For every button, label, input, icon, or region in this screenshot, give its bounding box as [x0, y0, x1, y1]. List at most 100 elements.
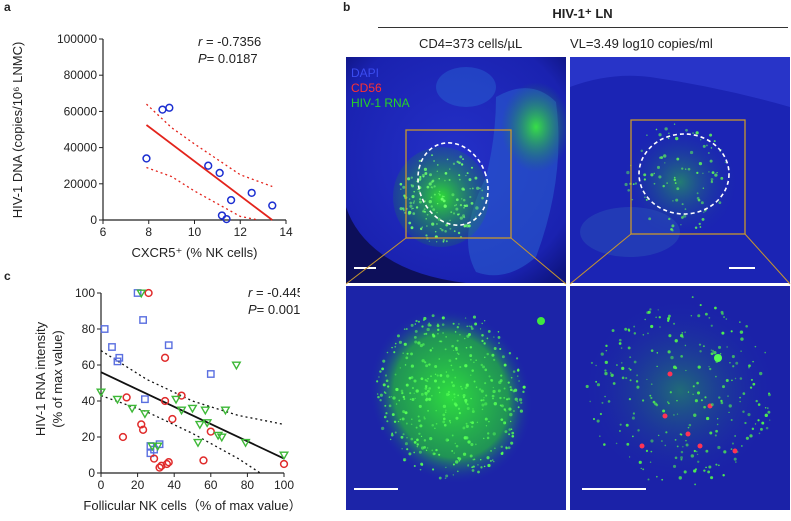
data-point	[192, 438, 204, 448]
panel-b-header: HIV-1⁺ LN CD4=373 cells/µL VL=3.49 log10…	[374, 0, 791, 55]
data-point	[194, 420, 205, 430]
data-point	[160, 396, 170, 406]
micrograph-low-mag-cd56-negative: DAPI CD56 HIV-1 RNA	[346, 57, 566, 283]
signal-speckles	[624, 123, 727, 232]
data-point	[226, 195, 236, 205]
data-point	[217, 211, 227, 220]
panel-letter-c: c	[4, 269, 11, 283]
legend-hiv-rna: HIV-1 RNA	[351, 96, 410, 110]
data-point	[199, 456, 208, 465]
y-tick-label: 20	[82, 430, 96, 444]
data-point	[204, 161, 213, 170]
micrograph-high-mag-cd56-negative	[346, 286, 566, 510]
signal-speckles	[585, 296, 771, 486]
data-point	[158, 105, 167, 114]
data-point	[215, 168, 224, 178]
x-tick-label: 20	[131, 478, 145, 492]
data-point	[206, 370, 215, 378]
panel-letter-a: a	[4, 0, 11, 14]
x-tick-label: 14	[279, 225, 293, 239]
panel-b-title: HIV-1⁺ LN	[552, 6, 613, 21]
cd4-count: CD4=373 cells/µL	[419, 36, 523, 51]
data-point	[115, 353, 124, 362]
data-point	[108, 343, 116, 351]
ci-lower	[100, 394, 261, 474]
panel-letter-b: b	[343, 0, 351, 14]
data-point	[118, 432, 128, 442]
data-point	[165, 103, 174, 112]
data-point	[240, 438, 251, 448]
data-point	[122, 393, 131, 402]
regression-line	[145, 124, 273, 221]
data-point	[138, 425, 148, 434]
y-tick-label: 60	[82, 358, 96, 372]
x-tick-label: 40	[168, 478, 182, 492]
data-point	[112, 395, 123, 405]
x-axis-label: CXCR5⁺ (% NK cells)	[131, 245, 257, 260]
y-tick-label: 20000	[64, 177, 98, 191]
stat-p: P= 0.0019	[248, 302, 300, 317]
y-tick-label: 40	[82, 394, 96, 408]
data-point	[164, 341, 173, 350]
y-axis-label-line1: HIV-1 RNA intensity	[33, 321, 48, 436]
data-point	[139, 410, 150, 419]
stat-r: r = -0.7356	[198, 34, 261, 49]
y-tick-label: 100000	[57, 32, 97, 46]
data-point	[142, 154, 151, 163]
data-point	[160, 353, 170, 362]
data-point	[171, 395, 182, 405]
data-point	[157, 461, 166, 470]
stat-r: r = -0.4452	[248, 285, 300, 300]
y-tick-label: 60000	[64, 104, 98, 118]
data-point	[139, 316, 147, 324]
data-point	[278, 451, 290, 461]
x-axis-label: Follicular NK cells（% of max value）	[83, 498, 300, 513]
y-tick-label: 40000	[64, 141, 98, 155]
data-point	[136, 289, 147, 299]
y-tick-label: 100	[75, 286, 95, 300]
legend-dapi: DAPI	[351, 66, 379, 80]
x-tick-label: 12	[234, 225, 248, 239]
viral-load: VL=3.49 log10 copies/ml	[570, 36, 713, 51]
header-divider	[378, 27, 788, 28]
x-tick-label: 100	[274, 478, 294, 492]
data-point	[200, 406, 211, 416]
signal-speckles	[376, 314, 526, 480]
data-point	[279, 459, 289, 469]
data-point	[177, 391, 186, 400]
zoom-connectors	[346, 233, 791, 285]
micrograph-high-mag-cd56-positive	[570, 286, 790, 510]
y-tick-label: 80	[82, 322, 96, 336]
stat-p: P= 0.0187	[198, 51, 258, 66]
data-point	[176, 406, 187, 416]
x-tick-label: 60	[204, 478, 218, 492]
data-point	[164, 458, 173, 467]
x-tick-label: 10	[188, 225, 202, 239]
signal-speckles	[399, 154, 484, 243]
y-tick-label: 0	[90, 213, 97, 227]
data-point	[247, 188, 256, 198]
x-tick-label: 6	[100, 225, 107, 239]
data-point	[144, 288, 153, 298]
x-tick-label: 80	[241, 478, 255, 492]
data-point	[100, 325, 109, 333]
y-tick-label: 80000	[64, 68, 98, 82]
y-axis-label-line2: (% of max value)	[50, 330, 65, 428]
data-point	[216, 433, 227, 443]
data-point	[168, 414, 177, 424]
data-point	[231, 361, 242, 371]
data-point	[155, 463, 164, 472]
data-point	[147, 442, 158, 452]
data-point	[141, 395, 149, 404]
data-point	[220, 406, 231, 416]
micrograph-low-mag-cd56-positive	[570, 57, 790, 283]
data-point	[137, 420, 146, 429]
x-tick-label: 0	[98, 478, 105, 492]
y-axis-label: HIV-1 DNA (copies/10⁶ LNMC)	[10, 42, 25, 219]
ci-upper	[146, 103, 273, 188]
y-tick-label: 0	[88, 466, 95, 480]
data-point	[95, 388, 107, 398]
data-point	[149, 454, 159, 463]
data-point	[202, 419, 213, 428]
data-point	[152, 442, 163, 452]
